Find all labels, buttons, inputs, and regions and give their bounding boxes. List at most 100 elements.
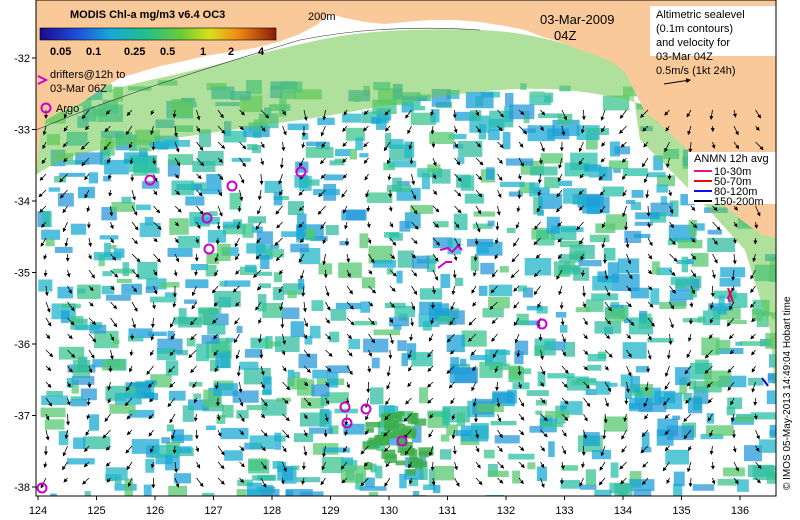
velocity-arrow [711,477,716,485]
chl-patch [80,388,97,401]
chl-patch [622,86,646,97]
chl-patch [469,354,487,361]
chl-patch [715,347,744,355]
velocity-arrow [66,397,71,406]
velocity-arrow [368,253,375,264]
chl-patch [647,338,674,343]
chl-patch [225,337,236,343]
velocity-arrow [449,349,455,355]
velocity-arrow [368,349,372,357]
velocity-arrow [153,237,158,243]
velocity-arrow [41,221,47,228]
chl-patch [317,117,335,125]
chl-patch [243,125,270,138]
chl-patch [432,237,453,249]
chl-patch [707,237,736,253]
velocity-arrow [236,365,241,377]
velocity-arrow [366,221,371,229]
velocity-arrow [540,141,545,153]
chl-patch [439,449,452,460]
chl-patch [626,199,636,205]
velocity-arrow [540,381,545,387]
chl-patch [368,491,379,496]
anmn-legend-label: 50-70m [714,176,751,188]
velocity-arrow [322,109,327,121]
chl-patch [588,166,608,178]
chl-patch [326,372,339,388]
y-tick-label: -38 [14,482,30,494]
chl-patch [681,256,689,273]
chl-patch [248,459,270,474]
velocity-arrow [172,445,177,454]
chl-patch [653,155,663,171]
chl-patch [192,160,216,172]
velocity-arrow [67,317,75,326]
velocity-arrow [561,349,566,357]
argo-float-marker [396,435,408,447]
y-tick-label: -37 [14,411,30,423]
velocity-arrow [389,253,396,260]
chl-patch [175,446,192,454]
velocity-arrow [497,173,503,182]
velocity-arrow [642,461,649,468]
argo-float-marker [203,243,215,255]
velocity-arrow [683,413,692,422]
velocity-arrow [641,477,649,485]
chl-patch [419,387,429,404]
chl-patch [765,333,776,349]
velocity-arrow [755,205,761,217]
velocity-arrow [427,397,434,404]
velocity-arrow [303,445,308,457]
chl-patch [239,361,259,370]
chl-patch [519,182,535,194]
velocity-arrow [580,125,585,134]
chl-patch [247,144,258,151]
chl-patch [216,414,226,424]
velocity-arrow [688,445,692,452]
velocity-arrow [215,381,220,390]
chl-patch [579,484,597,490]
chl-patch [205,265,217,277]
chl-patch [487,220,495,227]
chl-patch [293,433,314,443]
chl-patch [411,425,422,443]
chl-patch [608,160,629,170]
velocity-arrow [131,253,141,263]
chl-patch [206,252,219,265]
velocity-arrow [431,477,436,486]
velocity-arrow [690,285,695,295]
velocity-arrow [454,189,462,197]
chl-patch [412,490,420,496]
velocity-arrow [559,301,564,310]
chl-patch [559,324,568,333]
chl-patch [558,180,573,187]
velocity-arrow [405,109,412,119]
chl-patch [160,282,180,288]
velocity-arrow [557,253,563,260]
velocity-arrow [196,125,200,133]
velocity-arrow [448,381,455,389]
chl-patch [499,181,525,188]
velocity-arrow [126,461,133,471]
chl-patch [137,261,158,280]
velocity-arrow [191,285,197,297]
velocity-arrow [302,301,307,313]
chl-patch [261,488,280,496]
velocity-arrow [43,253,48,260]
chl-patch [479,361,503,378]
chl-patch [304,335,313,345]
velocity-arrow [688,141,693,153]
velocity-arrow [173,269,178,277]
chl-patch [144,392,155,398]
chl-patch [559,254,584,263]
velocity-arrow [299,157,305,168]
velocity-arrow [368,285,377,294]
chl-patch [706,413,715,424]
velocity-arrow [360,477,369,487]
velocity-arrow [363,109,369,116]
chl-patch [396,270,403,284]
velocity-arrow [497,429,503,439]
velocity-arrow [578,189,584,195]
velocity-arrow [385,461,391,468]
